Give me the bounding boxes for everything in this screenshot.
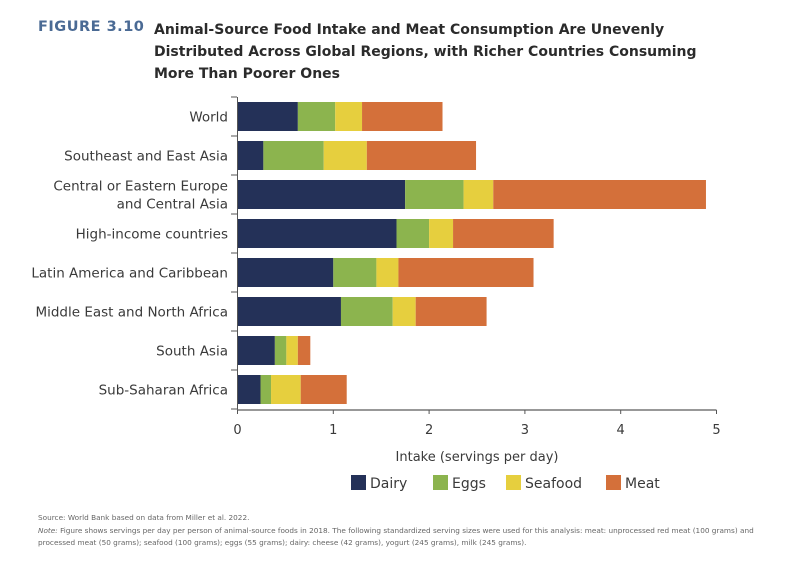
bar-high-income-countries-dairy xyxy=(237,219,397,248)
bar-middle-east-and-north-africa-eggs xyxy=(340,297,393,326)
legend: Dairy Eggs Seafood Meat xyxy=(351,475,660,492)
legend-label-eggs: Eggs xyxy=(452,476,486,492)
bar-southeast-and-east-asia-eggs xyxy=(263,141,324,170)
figure-title: Animal-Source Food Intake and Meat Consu… xyxy=(154,22,697,82)
stacked-bar-chart: World Southeast and East Asia Central or E… xyxy=(31,96,721,492)
note-text: Note: Figure shows servings per day per … xyxy=(38,525,778,550)
bar-central-or-eastern-europe-and-central-asia-meat xyxy=(493,180,706,209)
bar-high-income-countries-seafood xyxy=(429,219,454,248)
category-label-sub-saharan-africa: Sub-Saharan Africa xyxy=(99,383,228,399)
bar-south-asia-dairy xyxy=(237,336,275,365)
x-axis-title: Intake (servings per day) xyxy=(396,450,559,465)
bar-latin-america-and-caribbean-meat xyxy=(398,258,534,287)
bar-world-seafood xyxy=(335,102,363,131)
legend-label-meat: Meat xyxy=(625,476,660,492)
x-tick-label: 5 xyxy=(712,423,720,438)
x-tick-label: 2 xyxy=(425,423,433,438)
legend-swatch-eggs xyxy=(433,475,448,490)
bar-south-asia-seafood xyxy=(286,336,298,365)
bar-central-or-eastern-europe-and-central-asia-seafood xyxy=(463,180,494,209)
figure-label: FIGURE 3.10 xyxy=(38,19,145,35)
bar-world-meat xyxy=(362,102,443,131)
bars-layer xyxy=(237,102,706,404)
bar-south-asia-eggs xyxy=(274,336,287,365)
category-label-south-asia: South Asia xyxy=(156,344,228,360)
bar-sub-saharan-africa-dairy xyxy=(237,375,261,404)
bar-central-or-eastern-europe-and-central-asia-eggs xyxy=(405,180,464,209)
note-body: Figure shows servings per day per person… xyxy=(38,525,754,548)
legend-swatch-seafood xyxy=(506,475,521,490)
category-label-central-or-eastern-europe-and-central-asia: Central or Eastern Europe and Central Asi… xyxy=(53,179,228,213)
bar-latin-america-and-caribbean-dairy xyxy=(237,258,334,287)
legend-swatch-meat xyxy=(606,475,621,490)
bar-middle-east-and-north-africa-seafood xyxy=(392,297,416,326)
legend-swatch-dairy xyxy=(351,475,366,490)
figure-footer: Source: World Bank based on data from Mi… xyxy=(38,512,778,550)
category-label-middle-east-and-north-africa: Middle East and North Africa xyxy=(35,305,228,321)
x-axis: 0 1 2 3 4 5 xyxy=(231,96,721,438)
category-label-southeast-and-east-asia: Southeast and East Asia xyxy=(64,149,228,165)
bar-middle-east-and-north-africa-meat xyxy=(415,297,487,326)
bar-middle-east-and-north-africa-dairy xyxy=(237,297,341,326)
source-text: Source: World Bank based on data from Mi… xyxy=(38,513,250,522)
category-label-latin-america-and-caribbean: Latin America and Caribbean xyxy=(31,266,228,282)
category-label-high-income-countries: High-income countries xyxy=(76,227,228,243)
bar-south-asia-meat xyxy=(297,336,311,365)
note-prefix: Note: xyxy=(38,525,58,535)
category-label-world: World xyxy=(189,110,228,126)
bar-high-income-countries-meat xyxy=(453,219,554,248)
bar-sub-saharan-africa-eggs xyxy=(260,375,272,404)
bar-central-or-eastern-europe-and-central-asia-dairy xyxy=(237,180,406,209)
x-tick-label: 3 xyxy=(521,423,529,438)
bar-high-income-countries-eggs xyxy=(396,219,430,248)
bar-sub-saharan-africa-seafood xyxy=(271,375,301,404)
category-labels: World Southeast and East Asia Central or E… xyxy=(31,110,228,399)
bar-world-eggs xyxy=(297,102,336,131)
x-tick-label: 4 xyxy=(617,423,625,438)
x-tick-label: 0 xyxy=(233,423,241,438)
bar-latin-america-and-caribbean-seafood xyxy=(376,258,399,287)
bar-southeast-and-east-asia-dairy xyxy=(237,141,264,170)
x-tick-label: 1 xyxy=(329,423,337,438)
bar-sub-saharan-africa-meat xyxy=(300,375,347,404)
bar-world-dairy xyxy=(237,102,298,131)
legend-label-seafood: Seafood xyxy=(525,476,582,492)
bar-latin-america-and-caribbean-eggs xyxy=(333,258,377,287)
bar-southeast-and-east-asia-seafood xyxy=(323,141,367,170)
bar-southeast-and-east-asia-meat xyxy=(366,141,477,170)
legend-label-dairy: Dairy xyxy=(370,476,407,492)
